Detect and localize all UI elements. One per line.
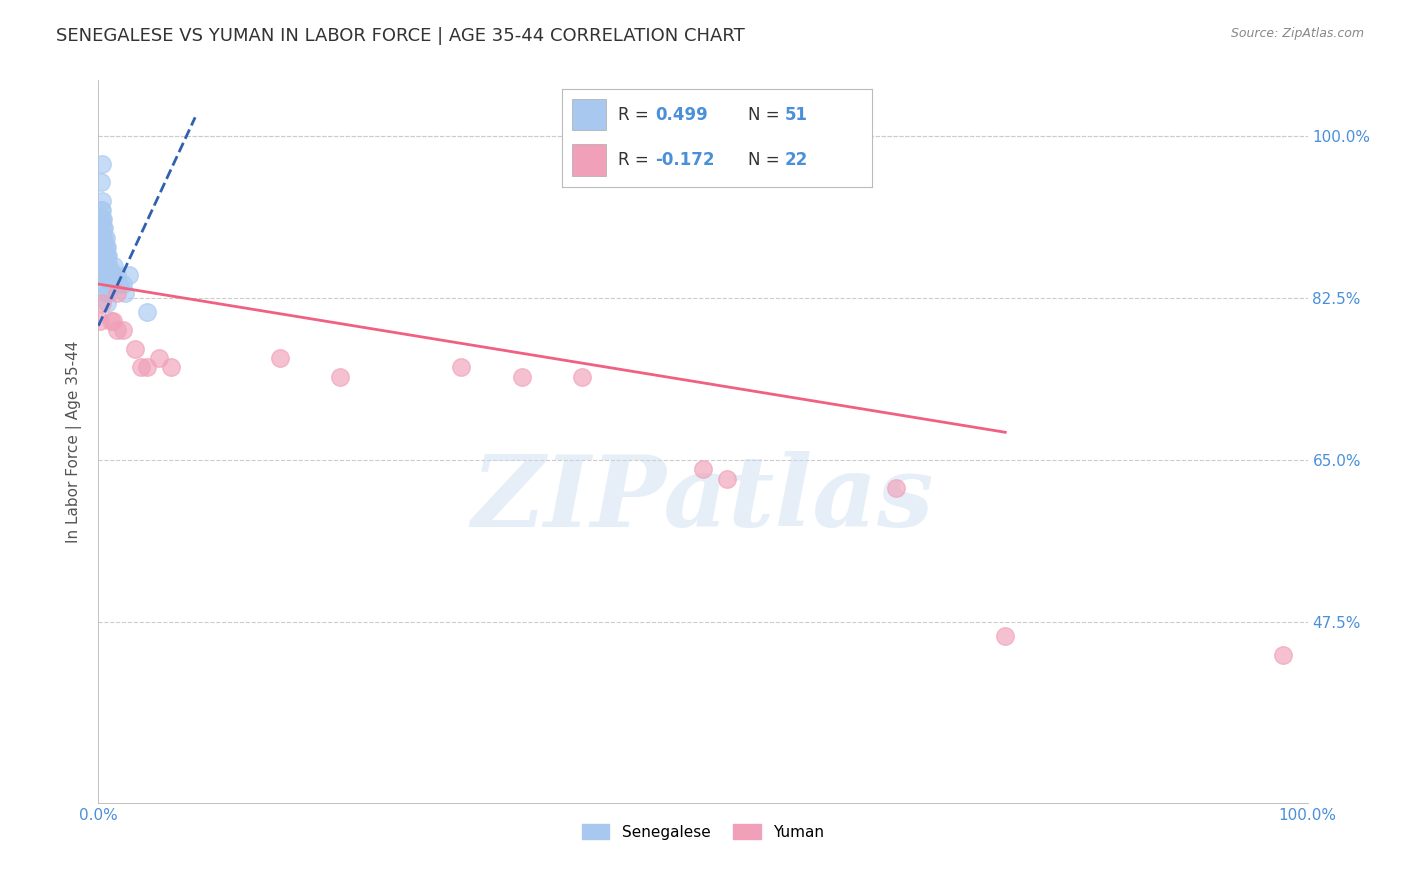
Point xyxy=(101,268,124,282)
Point xyxy=(94,231,117,245)
Point xyxy=(93,249,115,263)
Point xyxy=(91,249,114,263)
Point xyxy=(100,268,122,282)
Point xyxy=(96,295,118,310)
Text: N =: N = xyxy=(748,106,785,124)
Point xyxy=(91,231,114,245)
Point xyxy=(135,360,157,375)
Point xyxy=(98,268,121,282)
Point xyxy=(91,259,114,273)
Point xyxy=(93,221,115,235)
Point xyxy=(510,369,533,384)
Point xyxy=(90,221,112,235)
Point xyxy=(692,462,714,476)
Point xyxy=(103,259,125,273)
Point xyxy=(135,305,157,319)
Point xyxy=(105,268,128,282)
Point xyxy=(105,323,128,337)
Point xyxy=(1272,648,1295,662)
Point xyxy=(93,231,115,245)
Point xyxy=(91,202,114,217)
Point xyxy=(90,212,112,227)
Point xyxy=(90,202,112,217)
FancyBboxPatch shape xyxy=(572,145,606,176)
Point xyxy=(101,314,124,328)
Point xyxy=(100,268,122,282)
Point xyxy=(108,277,131,291)
Point xyxy=(89,259,111,273)
Text: Source: ZipAtlas.com: Source: ZipAtlas.com xyxy=(1230,27,1364,40)
Text: 22: 22 xyxy=(785,151,808,169)
Point xyxy=(716,472,738,486)
Point xyxy=(91,194,114,208)
Point xyxy=(97,286,120,301)
Point xyxy=(94,286,117,301)
Point xyxy=(269,351,291,366)
Point xyxy=(994,629,1017,643)
Point xyxy=(124,342,146,356)
FancyBboxPatch shape xyxy=(572,99,606,130)
Text: -0.172: -0.172 xyxy=(655,151,714,169)
Point xyxy=(89,249,111,263)
Point xyxy=(571,369,593,384)
Point xyxy=(93,240,115,254)
Point xyxy=(91,240,114,254)
Point xyxy=(89,240,111,254)
Text: ZIPatlas: ZIPatlas xyxy=(472,451,934,548)
Point xyxy=(148,351,170,366)
Point xyxy=(100,314,122,328)
Point xyxy=(886,481,908,495)
Point xyxy=(94,240,117,254)
Point xyxy=(96,249,118,263)
Point xyxy=(91,156,114,170)
Point xyxy=(91,212,114,227)
Point xyxy=(129,360,152,375)
Point xyxy=(111,277,134,291)
Point xyxy=(96,240,118,254)
Point xyxy=(91,295,114,310)
Point xyxy=(97,268,120,282)
Point xyxy=(90,231,112,245)
Point xyxy=(104,277,127,291)
Y-axis label: In Labor Force | Age 35-44: In Labor Force | Age 35-44 xyxy=(66,341,83,542)
Point xyxy=(111,323,134,337)
Text: R =: R = xyxy=(619,106,654,124)
Point xyxy=(93,277,115,291)
Point xyxy=(105,286,128,301)
Text: R =: R = xyxy=(619,151,654,169)
Text: N =: N = xyxy=(748,151,785,169)
Point xyxy=(160,360,183,375)
Point xyxy=(97,249,120,263)
Point xyxy=(329,369,352,384)
Point xyxy=(96,259,118,273)
Point xyxy=(89,314,111,328)
Point xyxy=(118,268,141,282)
Point xyxy=(91,221,114,235)
Point xyxy=(98,259,121,273)
Text: 51: 51 xyxy=(785,106,808,124)
Point xyxy=(90,175,112,189)
Point xyxy=(94,249,117,263)
Point xyxy=(93,268,115,282)
Point xyxy=(91,268,114,282)
Point xyxy=(100,277,122,291)
Point xyxy=(94,259,117,273)
Legend: Senegalese, Yuman: Senegalese, Yuman xyxy=(576,818,830,846)
Text: SENEGALESE VS YUMAN IN LABOR FORCE | AGE 35-44 CORRELATION CHART: SENEGALESE VS YUMAN IN LABOR FORCE | AGE… xyxy=(56,27,745,45)
Point xyxy=(450,360,472,375)
Text: 0.499: 0.499 xyxy=(655,106,709,124)
Point xyxy=(91,212,114,227)
Point xyxy=(114,286,136,301)
